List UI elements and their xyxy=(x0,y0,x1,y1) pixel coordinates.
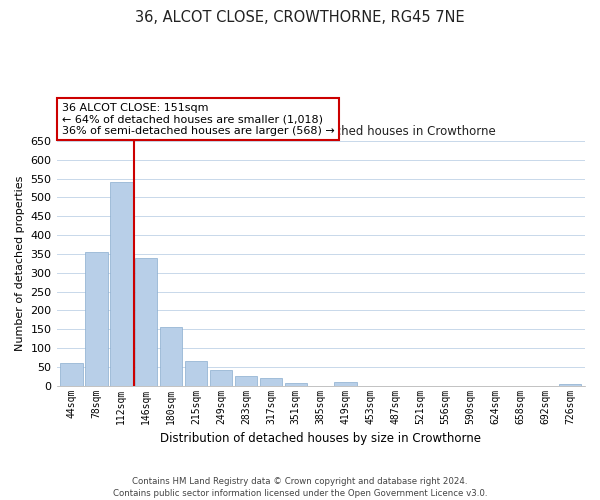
Title: Size of property relative to detached houses in Crowthorne: Size of property relative to detached ho… xyxy=(146,126,496,138)
Bar xyxy=(60,363,83,386)
Text: 36, ALCOT CLOSE, CROWTHORNE, RG45 7NE: 36, ALCOT CLOSE, CROWTHORNE, RG45 7NE xyxy=(135,10,465,25)
Bar xyxy=(85,252,107,386)
Bar xyxy=(185,361,208,386)
Bar xyxy=(110,182,133,386)
X-axis label: Distribution of detached houses by size in Crowthorne: Distribution of detached houses by size … xyxy=(160,432,481,445)
Bar xyxy=(284,382,307,386)
Y-axis label: Number of detached properties: Number of detached properties xyxy=(15,176,25,351)
Bar xyxy=(160,328,182,386)
Text: Contains HM Land Registry data © Crown copyright and database right 2024.
Contai: Contains HM Land Registry data © Crown c… xyxy=(113,476,487,498)
Bar xyxy=(334,382,357,386)
Text: 36 ALCOT CLOSE: 151sqm
← 64% of detached houses are smaller (1,018)
36% of semi-: 36 ALCOT CLOSE: 151sqm ← 64% of detached… xyxy=(62,103,335,136)
Bar xyxy=(559,384,581,386)
Bar xyxy=(135,258,157,386)
Bar xyxy=(210,370,232,386)
Bar xyxy=(260,378,282,386)
Bar xyxy=(235,376,257,386)
